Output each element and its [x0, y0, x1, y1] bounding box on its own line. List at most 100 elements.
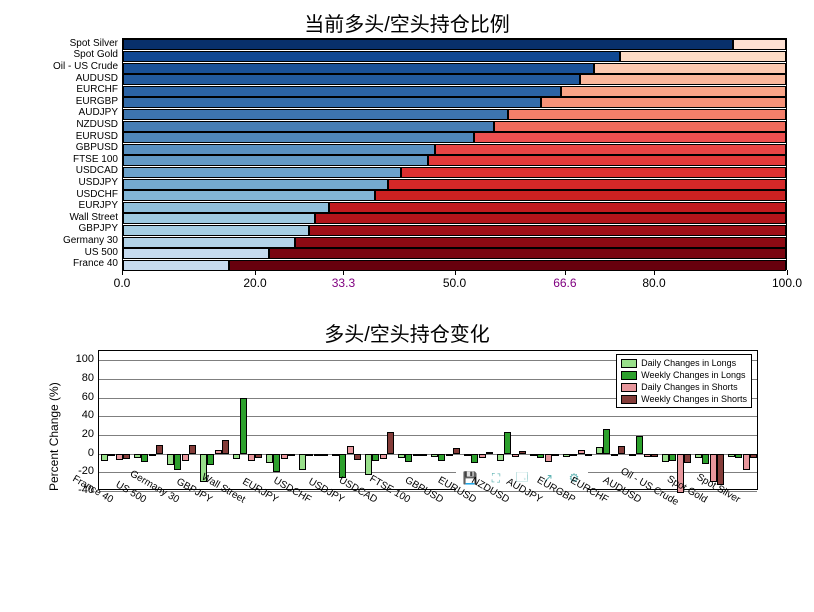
bar: [611, 454, 618, 457]
y-tick-label: Spot Silver: [70, 38, 118, 49]
y-tick-label: FTSE 100: [73, 154, 118, 165]
bar: [750, 454, 757, 459]
long-bar: [123, 39, 733, 50]
bar: [215, 450, 222, 454]
long-bar: [123, 132, 474, 143]
bar: [512, 454, 519, 458]
long-bar: [123, 144, 435, 155]
long-bar: [123, 225, 309, 236]
bottom-chart-title: 多头/空头持仓变化: [0, 318, 814, 347]
y-tick-label: GBPUSD: [76, 142, 118, 153]
bar: [372, 454, 379, 461]
bar: [585, 454, 592, 456]
legend-item: Daily Changes in Longs: [621, 357, 747, 369]
bar: [174, 454, 181, 470]
short-bar: [229, 260, 786, 271]
y-tick-label: 60: [82, 391, 94, 403]
hbar-row: [123, 248, 786, 259]
bar: [497, 454, 504, 461]
long-bar: [123, 179, 388, 190]
bar: [141, 454, 148, 462]
bar: [266, 454, 273, 463]
long-bar: [123, 97, 541, 108]
legend-label: Daily Changes in Shorts: [641, 382, 738, 392]
short-bar: [435, 144, 786, 155]
bar: [207, 454, 214, 465]
y-tick-label: USDCHF: [76, 189, 118, 200]
y-tick-label: Oil - US Crude: [53, 61, 118, 72]
bar: [398, 454, 405, 459]
bar: [255, 454, 262, 459]
bar: [453, 448, 460, 454]
bar: [233, 454, 240, 460]
bar: [248, 454, 255, 461]
bar: [123, 454, 130, 460]
long-bar: [123, 86, 561, 97]
hbar-row: [123, 190, 786, 201]
bar: [156, 445, 163, 453]
x-tick-label: 80.0: [642, 276, 665, 290]
bar: [504, 432, 511, 453]
bar: [596, 447, 603, 454]
long-bar: [123, 248, 269, 259]
hbar-row: [123, 74, 786, 85]
bar: [299, 454, 306, 471]
y-tick-label: GBPJPY: [79, 223, 118, 234]
bar: [728, 454, 735, 458]
y-tick-label: Wall Street: [69, 212, 118, 223]
hbar-row: [123, 121, 786, 132]
bar: [182, 454, 189, 461]
short-bar: [428, 155, 786, 166]
hbar-row: [123, 51, 786, 62]
long-bar: [123, 190, 375, 201]
bar: [387, 432, 394, 453]
short-bar: [375, 190, 786, 201]
hbar-row: [123, 97, 786, 108]
bar: [273, 454, 280, 473]
bar: [471, 454, 478, 463]
legend: Daily Changes in LongsWeekly Changes in …: [616, 354, 752, 408]
bar: [108, 454, 115, 456]
bar: [413, 454, 420, 456]
bar: [321, 454, 328, 456]
hbar-row: [123, 109, 786, 120]
legend-item: Daily Changes in Shorts: [621, 381, 747, 393]
y-tick-label: NZDUSD: [76, 119, 118, 130]
bar: [486, 452, 493, 454]
legend-swatch: [621, 395, 637, 404]
bar: [636, 436, 643, 454]
bottom-y-axis-label: Percent Change (%): [47, 351, 61, 491]
top-chart-plot: [122, 38, 787, 270]
bar: [651, 454, 658, 458]
short-bar: [309, 225, 786, 236]
bar: [684, 454, 691, 463]
bar: [537, 454, 544, 459]
bar: [618, 446, 625, 453]
x-tick-label: 20.0: [243, 276, 266, 290]
bar: [464, 454, 471, 457]
bar: [347, 446, 354, 453]
bar: [222, 440, 229, 454]
legend-swatch: [621, 359, 637, 368]
long-bar: [123, 63, 594, 74]
long-bar: [123, 237, 295, 248]
bar: [552, 454, 559, 456]
y-tick-label: EURGBP: [76, 96, 118, 107]
long-bar: [123, 51, 620, 62]
bar: [438, 454, 445, 461]
legend-item: Weekly Changes in Longs: [621, 369, 747, 381]
y-tick-label: Spot Gold: [74, 49, 118, 60]
hbar-row: [123, 39, 786, 50]
legend-label: Weekly Changes in Shorts: [641, 394, 747, 404]
x-tick-label: 100.0: [772, 276, 802, 290]
x-tick-label: 33.3: [332, 276, 355, 290]
bar: [702, 454, 709, 464]
hbar-row: [123, 179, 786, 190]
bar: [662, 454, 669, 462]
short-bar: [733, 39, 786, 50]
y-tick-label: USDJPY: [79, 177, 118, 188]
y-tick-label: US 500: [85, 247, 118, 258]
short-bar: [329, 202, 786, 213]
hbar-row: [123, 213, 786, 224]
bar: [479, 454, 486, 459]
